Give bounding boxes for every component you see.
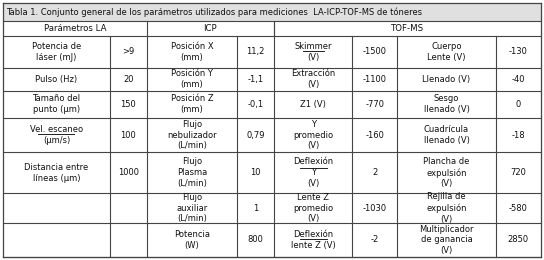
- Text: Flujo
auxiliar
(L/min): Flujo auxiliar (L/min): [176, 193, 208, 223]
- Text: Extracción
(V): Extracción (V): [291, 69, 335, 89]
- Text: 0,79: 0,79: [246, 131, 265, 140]
- Bar: [3, 118, 541, 152]
- Text: Llenado (V): Llenado (V): [423, 75, 471, 84]
- Bar: [3, 3, 541, 21]
- Text: Posición Y
(mm): Posición Y (mm): [171, 69, 213, 89]
- Text: Multiplicador
de ganancia
(V): Multiplicador de ganancia (V): [419, 225, 474, 255]
- Text: 0: 0: [516, 100, 521, 109]
- Bar: [3, 223, 541, 257]
- Text: >9: >9: [122, 48, 134, 56]
- Text: 11,2: 11,2: [246, 48, 265, 56]
- Text: Potencia de
láser (mJ): Potencia de láser (mJ): [32, 42, 81, 62]
- Text: -1,1: -1,1: [248, 75, 264, 84]
- Text: Skimmer
(V): Skimmer (V): [294, 42, 332, 62]
- Text: Parámetros LA: Parámetros LA: [44, 24, 106, 33]
- Text: 10: 10: [250, 168, 261, 177]
- Text: Posición X
(mm): Posición X (mm): [171, 42, 213, 62]
- Text: Lente Z
promedio
(V): Lente Z promedio (V): [293, 193, 333, 223]
- Text: 2: 2: [372, 168, 378, 177]
- Text: 100: 100: [120, 131, 136, 140]
- Text: ICP: ICP: [203, 24, 217, 33]
- Text: -1500: -1500: [363, 48, 387, 56]
- Text: Z1 (V): Z1 (V): [300, 100, 326, 109]
- Text: -770: -770: [365, 100, 384, 109]
- Text: -1100: -1100: [363, 75, 387, 84]
- Text: -1030: -1030: [363, 204, 387, 212]
- Bar: [3, 193, 541, 223]
- Text: Deflexión
lente Z (V): Deflexión lente Z (V): [290, 230, 336, 250]
- Text: 720: 720: [510, 168, 527, 177]
- Text: 1: 1: [253, 204, 258, 212]
- Text: TOF-MS: TOF-MS: [391, 24, 424, 33]
- Text: 1000: 1000: [118, 168, 139, 177]
- Bar: [3, 91, 541, 118]
- Text: Vel. escaneo
(μm/s): Vel. escaneo (μm/s): [30, 125, 83, 145]
- Text: Y
promedio
(V): Y promedio (V): [293, 120, 333, 150]
- Text: 20: 20: [123, 75, 133, 84]
- Text: -0,1: -0,1: [248, 100, 264, 109]
- Text: -18: -18: [511, 131, 525, 140]
- Text: 800: 800: [248, 235, 263, 244]
- Text: Rejilla de
expulsión
(V): Rejilla de expulsión (V): [426, 192, 467, 224]
- Text: Flujo
nebulizador
(L/min): Flujo nebulizador (L/min): [167, 120, 217, 150]
- Text: Plancha de
expulsión
(V): Plancha de expulsión (V): [423, 157, 469, 188]
- Bar: [3, 21, 541, 36]
- Text: -160: -160: [365, 131, 384, 140]
- Text: Distancia entre
líneas (μm): Distancia entre líneas (μm): [24, 163, 89, 183]
- Text: Cuerpo
Lente (V): Cuerpo Lente (V): [427, 42, 466, 62]
- Bar: [3, 68, 541, 91]
- Text: -2: -2: [370, 235, 379, 244]
- Text: -40: -40: [512, 75, 525, 84]
- Text: 150: 150: [120, 100, 136, 109]
- Text: Tabla 1. Conjunto general de los parámetros utilizados para mediciones  LA-ICP-T: Tabla 1. Conjunto general de los parámet…: [6, 7, 422, 17]
- Text: Potencia
(W): Potencia (W): [174, 230, 210, 250]
- Text: Posición Z
(mm): Posición Z (mm): [171, 94, 213, 114]
- Text: Cuadrícula
llenado (V): Cuadrícula llenado (V): [424, 125, 469, 145]
- Text: -130: -130: [509, 48, 528, 56]
- Bar: [3, 36, 541, 68]
- Text: 2850: 2850: [508, 235, 529, 244]
- Text: Pulso (Hz): Pulso (Hz): [35, 75, 77, 84]
- Text: Flujo
Plasma
(L/min): Flujo Plasma (L/min): [177, 158, 207, 188]
- Text: Deflexión
Y
(V): Deflexión Y (V): [293, 158, 333, 188]
- Text: Tamaño del
punto (μm): Tamaño del punto (μm): [32, 94, 81, 114]
- Text: Sesgo
llenado (V): Sesgo llenado (V): [424, 94, 469, 114]
- Text: -580: -580: [509, 204, 528, 212]
- Bar: [3, 152, 541, 193]
